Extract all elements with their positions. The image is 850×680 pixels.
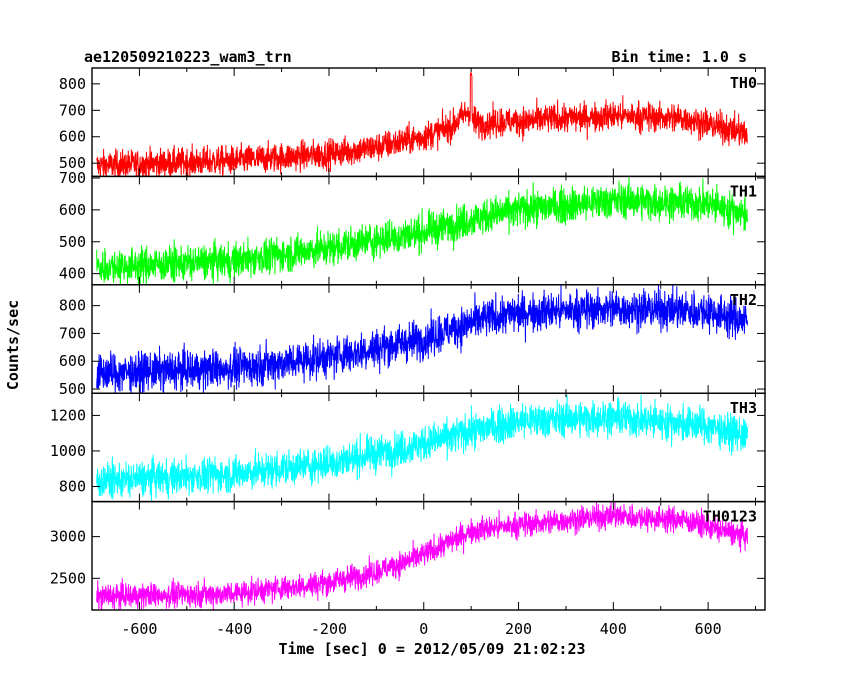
series-line-th0123 <box>96 501 748 611</box>
panels-group: 500 600 700 800 TH0 400 500 600 700 TH1 500 600 700 8… <box>50 67 766 638</box>
y-tick-label: 800 <box>59 297 86 315</box>
y-tick-label: 500 <box>59 380 86 398</box>
y-tick-label: 700 <box>59 324 86 342</box>
x-tick-label: -400 <box>216 620 252 638</box>
y-tick-label: 400 <box>59 265 86 283</box>
y-tick-label: 700 <box>59 169 86 187</box>
x-tick-label: -600 <box>121 620 157 638</box>
y-tick-label: 800 <box>59 75 86 93</box>
panel-label-th0: TH0 <box>730 74 757 92</box>
panel-label-th3: TH3 <box>730 399 757 417</box>
x-tick-label: 600 <box>695 620 722 638</box>
y-tick-label: 1200 <box>50 406 86 424</box>
panel-label-th2: TH2 <box>730 291 757 309</box>
panel-label-th1: TH1 <box>730 182 757 200</box>
series-line-th2 <box>96 284 748 394</box>
x-tick-label: 400 <box>600 620 627 638</box>
series-line-th1 <box>96 176 748 285</box>
panel-th2: 500 600 700 800 TH2 <box>59 284 766 398</box>
figure-title: ae120509210223_wam3_trn <box>84 48 292 66</box>
y-tick-label: 800 <box>59 477 86 495</box>
panel-th1: 400 500 600 700 TH1 <box>59 169 766 286</box>
x-axis-label: Time [sec] 0 = 2012/05/09 21:02:23 <box>278 640 585 658</box>
panel-th0: 500 600 700 800 TH0 <box>59 67 766 178</box>
panel-th3: 800 1000 1200 TH3 <box>50 392 766 503</box>
bin-time-label: Bin time: 1.0 s <box>612 48 747 66</box>
x-tick-label: -200 <box>311 620 347 638</box>
y-tick-label: 600 <box>59 201 86 219</box>
y-tick-label: 3000 <box>50 528 86 546</box>
y-tick-label: 500 <box>59 233 86 251</box>
x-tick-label: 200 <box>505 620 532 638</box>
panel-frame <box>91 500 766 611</box>
y-tick-label: 2500 <box>50 569 86 587</box>
x-tick-label: 0 <box>419 620 428 638</box>
series-line-th3 <box>96 394 748 502</box>
panel-th0123: 2500 3000 TH0123 <box>50 500 766 611</box>
y-tick-label: 700 <box>59 101 86 119</box>
y-tick-label: 600 <box>59 128 86 146</box>
series-line-th0 <box>96 71 748 177</box>
panel-label-th0123: TH0123 <box>703 508 757 526</box>
y-tick-label: 600 <box>59 352 86 370</box>
y-tick-label: 1000 <box>50 442 86 460</box>
y-axis-label: Counts/sec <box>4 300 22 390</box>
y-tick-label: 500 <box>59 154 86 172</box>
